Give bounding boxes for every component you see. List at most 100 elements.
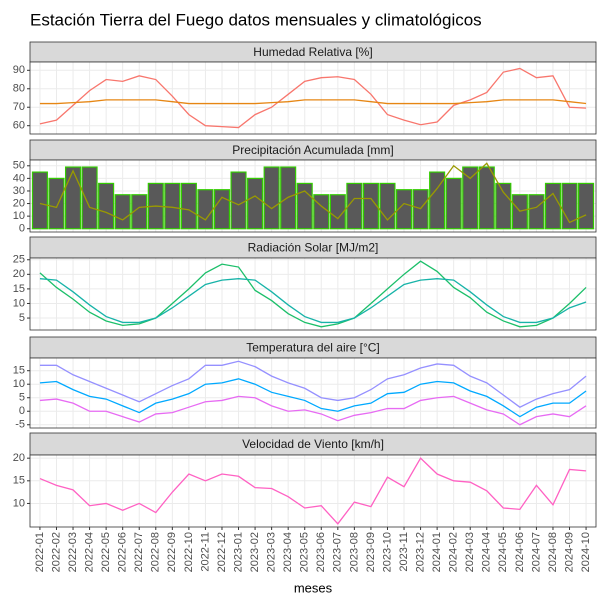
x-tick-label: 2022-06 [117, 532, 129, 572]
bar [230, 171, 247, 230]
y-tick-label: 10 [13, 210, 25, 222]
y-tick-label: 5 [19, 312, 25, 324]
bar [544, 182, 562, 230]
bar [561, 182, 578, 230]
panel-title: Radiación Solar [MJ/m2] [248, 241, 379, 255]
bar [64, 166, 82, 230]
x-tick-label: 2024-09 [563, 532, 575, 572]
y-tick-label: 90 [13, 64, 25, 76]
y-tick-label: 0 [19, 223, 25, 235]
bar [313, 194, 330, 230]
plot-bg [30, 62, 596, 134]
x-tick-label: 2024-05 [497, 532, 509, 572]
panel-border [29, 454, 597, 528]
bar [213, 189, 231, 230]
bar [31, 171, 48, 230]
y-tick-label: 80 [13, 83, 25, 95]
line [39, 162, 587, 224]
bar [462, 166, 479, 230]
y-tick-label: 25 [13, 254, 25, 266]
plot-bg [30, 455, 596, 527]
line [39, 360, 587, 408]
y-tick-label: 20 [13, 197, 25, 209]
y-tick-label: 40 [13, 172, 25, 184]
panel-border [29, 159, 597, 233]
bar [362, 182, 379, 230]
bar [445, 177, 462, 230]
bar [429, 171, 446, 230]
bar [296, 182, 313, 230]
x-tick-label: 2022-04 [83, 532, 95, 572]
bar [528, 194, 545, 230]
x-tick-label: 2022-11 [199, 532, 211, 572]
y-tick-label: 0 [19, 405, 25, 417]
x-tick-label: 2024-06 [514, 532, 526, 572]
bar [114, 194, 131, 230]
bar [578, 182, 595, 230]
x-tick-label: 2023-03 [266, 532, 278, 572]
panel-title: Humedad Relativa [%] [253, 45, 372, 59]
x-tick-label: 2023-09 [365, 532, 377, 572]
line [39, 67, 587, 129]
y-tick-label: 20 [13, 452, 25, 464]
x-tick-label: 2023-05 [299, 532, 311, 572]
y-tick-label: -5 [15, 419, 25, 431]
y-tick-label: 50 [13, 160, 25, 172]
bar [346, 182, 363, 230]
bar [329, 194, 346, 230]
panel-title: Temperatura del aire [°C] [246, 341, 380, 355]
line [39, 378, 587, 418]
y-tick-label: 10 [13, 297, 25, 309]
x-tick-label: 2023-07 [332, 532, 344, 572]
x-tick-label: 2023-04 [282, 532, 294, 572]
x-tick-label: 2022-10 [183, 532, 195, 572]
bar [180, 182, 197, 230]
x-tick-label: 2022-02 [50, 532, 62, 572]
x-tick-label: 2023-01 [232, 532, 244, 572]
y-tick-label: 30 [13, 185, 25, 197]
y-tick-label: 20 [13, 268, 25, 280]
panel-title: Precipitación Acumulada [mm] [232, 143, 393, 157]
x-tick-label: 2024-08 [547, 532, 559, 572]
bar [131, 194, 148, 230]
panel-border [29, 61, 597, 135]
x-axis-label: meses [294, 580, 333, 595]
x-tick-label: 2022-09 [166, 532, 178, 572]
x-tick-label: 2024-07 [530, 532, 542, 572]
x-tick-label: 2024-03 [464, 532, 476, 572]
x-tick-label: 2023-10 [381, 532, 393, 572]
bar [263, 166, 280, 230]
x-tick-label: 2022-05 [100, 532, 112, 572]
bar [98, 182, 115, 230]
line [39, 457, 587, 525]
x-tick-label: 2023-06 [315, 532, 327, 572]
bar [247, 177, 264, 230]
y-tick-label: 5 [19, 392, 25, 404]
chart-title: Estación Tierra del Fuego datos mensuale… [30, 10, 482, 29]
y-tick-label: 10 [13, 497, 25, 509]
x-tick-label: 2022-12 [216, 532, 228, 572]
x-tick-label: 2022-07 [133, 532, 145, 572]
bar [379, 182, 396, 230]
x-tick-label: 2023-11 [398, 532, 410, 572]
line [39, 395, 587, 426]
bar [164, 182, 181, 230]
x-tick-label: 2024-01 [431, 532, 443, 572]
bar [81, 166, 98, 230]
line [39, 260, 587, 328]
line [39, 99, 587, 105]
x-tick-label: 2022-01 [34, 532, 46, 572]
panel-border [29, 357, 597, 429]
panel-border [29, 257, 597, 331]
bar [495, 182, 512, 230]
bar [48, 177, 65, 230]
x-tick-label: 2024-04 [481, 532, 493, 572]
x-tick-label: 2023-02 [249, 532, 261, 572]
y-tick-label: 15 [13, 283, 25, 295]
x-tick-label: 2022-03 [67, 532, 79, 572]
bar [395, 189, 413, 230]
line [39, 278, 587, 324]
x-tick-label: 2022-08 [150, 532, 162, 572]
x-tick-label: 2023-12 [414, 532, 426, 572]
